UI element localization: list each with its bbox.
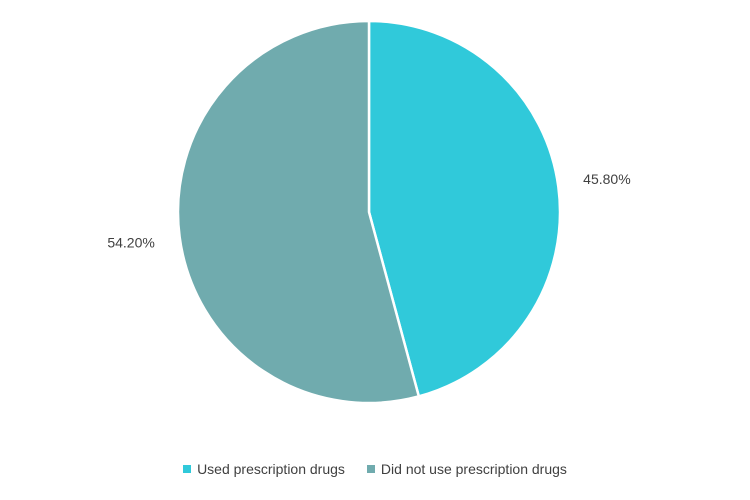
pie-slice-not-used (176, 19, 421, 405)
pie-slice-used (367, 19, 562, 398)
chart-legend: Used prescription drugs Did not use pres… (0, 458, 750, 480)
legend-item-not-used: Did not use prescription drugs (366, 461, 567, 477)
data-label-used: 45.80% (583, 171, 630, 187)
pie-plot-area: 45.80% 54.20% (107, 19, 631, 405)
data-label-not-used: 54.20% (107, 234, 154, 250)
legend-label-used: Used prescription drugs (197, 461, 345, 477)
legend-swatch-not-used (366, 465, 375, 473)
legend-swatch-used (183, 465, 192, 473)
legend-label-not-used: Did not use prescription drugs (380, 461, 567, 477)
legend-item-used: Used prescription drugs (183, 461, 345, 477)
